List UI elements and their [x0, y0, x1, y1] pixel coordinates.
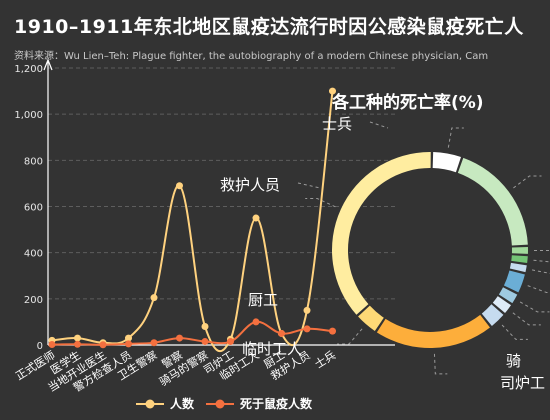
- data-point[interactable]: [176, 182, 183, 190]
- data-point[interactable]: [125, 340, 132, 348]
- donut-leader-line: [519, 301, 550, 313]
- annotation-leader: [369, 121, 389, 129]
- data-point[interactable]: [252, 318, 260, 326]
- donut-slice: [481, 304, 504, 326]
- donut-leader-line: [531, 269, 550, 274]
- donut-leader-line: [527, 285, 550, 294]
- donut-slice: [332, 152, 431, 315]
- data-point[interactable]: [227, 338, 234, 346]
- data-point[interactable]: [150, 294, 158, 302]
- donut-leader-line: [433, 353, 448, 375]
- annotation-leader: [297, 182, 321, 189]
- legend-label[interactable]: 人数: [170, 396, 195, 411]
- donut-slice: [511, 255, 528, 264]
- donut-leader-line: [337, 328, 363, 345]
- y-tick-label: 1,000: [14, 110, 43, 121]
- donut-title: 各工种的死亡率(%): [331, 92, 484, 113]
- data-point[interactable]: [176, 334, 183, 342]
- data-point[interactable]: [150, 339, 158, 347]
- donut-slice: [509, 262, 527, 273]
- donut-slice: [432, 152, 461, 173]
- data-point[interactable]: [278, 329, 285, 337]
- data-point[interactable]: [48, 341, 56, 349]
- y-tick-label: 0: [37, 341, 43, 352]
- donut-slice: [358, 305, 384, 331]
- line-series: [48, 87, 336, 353]
- y-tick-label: 800: [24, 156, 43, 167]
- chart-subtitle: 资料来源：Wu Lien–Teh: Plague fighter, the au…: [14, 51, 489, 62]
- y-tick-label: 600: [24, 203, 43, 214]
- donut-label: 骑: [506, 352, 521, 370]
- y-tick-label: 200: [24, 295, 43, 306]
- series-annotation: 厨工: [248, 291, 278, 309]
- donut-leader-line: [513, 175, 542, 189]
- donut-leader-line: [512, 312, 541, 326]
- donut-slice: [457, 157, 528, 246]
- y-axis: 0 200 400 600 800 1,000 1,200: [14, 58, 53, 352]
- y-tick-label: 400: [24, 249, 43, 260]
- y-tick-label: 1,200: [14, 64, 43, 75]
- data-point[interactable]: [201, 323, 209, 331]
- series-line: [51, 90, 334, 353]
- data-point[interactable]: [252, 214, 260, 222]
- donut-label: 司炉工: [500, 374, 545, 392]
- data-point[interactable]: [303, 325, 311, 333]
- series-annotation: 士兵: [322, 115, 352, 133]
- legend-swatch-dot[interactable]: [215, 399, 225, 409]
- data-point[interactable]: [329, 87, 336, 95]
- series-annotation: 救护人员: [220, 176, 280, 194]
- data-point[interactable]: [201, 338, 209, 346]
- legend-swatch-dot[interactable]: [145, 399, 155, 409]
- data-point[interactable]: [74, 334, 81, 342]
- data-point[interactable]: [125, 334, 132, 342]
- donut-leader-line: [501, 324, 528, 340]
- donut-leader-line: [305, 197, 336, 208]
- legend: 人数 死于鼠疫人数: [136, 396, 313, 411]
- data-point[interactable]: [99, 341, 107, 349]
- series-annotation: 临时工人: [242, 340, 302, 358]
- donut-slice: [498, 287, 518, 304]
- donut-leader-line: [533, 259, 550, 263]
- y-axis-arrow: [43, 58, 53, 71]
- chart-title: 1910–1911年东北地区鼠疫达流行时因公感染鼠疫死亡人: [14, 16, 524, 38]
- data-point[interactable]: [329, 327, 336, 335]
- legend-label[interactable]: 死于鼠疫人数: [240, 396, 313, 411]
- data-point[interactable]: [303, 306, 311, 314]
- donut-slice: [376, 314, 490, 349]
- x-tick-label: 士兵: [313, 349, 339, 372]
- donut-slice: [503, 270, 525, 293]
- donut-leader-line: [447, 127, 464, 148]
- donut-slice: [492, 296, 511, 314]
- donut-slice: [511, 247, 528, 254]
- data-point[interactable]: [74, 340, 81, 348]
